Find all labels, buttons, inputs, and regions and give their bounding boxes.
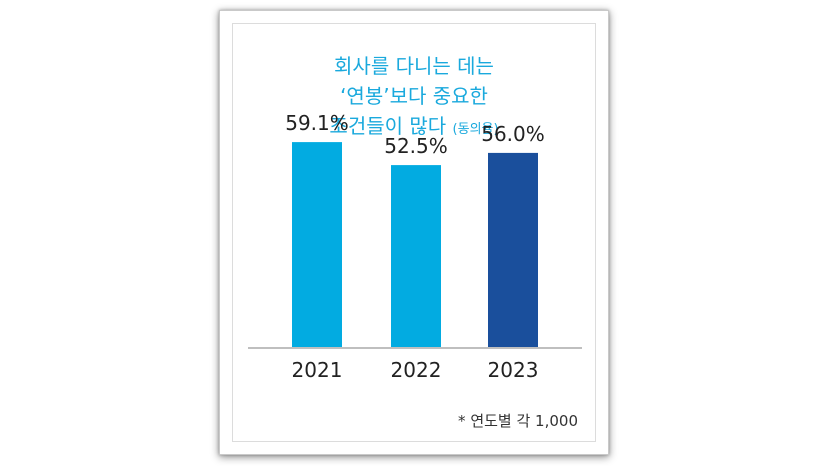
value-label-2023: 56.0% — [481, 122, 545, 146]
bars-group — [292, 142, 538, 348]
labels-group: 59.1% 2021 52.5% 2022 56.0% 2023 — [285, 111, 545, 382]
title-note: (동의율) — [452, 122, 499, 137]
bar-2023 — [488, 152, 538, 348]
category-label-2021: 2021 — [292, 358, 343, 382]
title-line-3: 조건들이 많다 (동의율) — [220, 111, 608, 145]
title-line-1: 회사를 다니는 데는 — [334, 54, 494, 78]
category-label-2022: 2022 — [391, 358, 442, 382]
title-line-2: ‘연봉’보다 중요한 — [340, 84, 488, 108]
category-label-2023: 2023 — [488, 358, 539, 382]
value-label-2022: 52.5% — [384, 134, 448, 158]
bar-2022 — [391, 165, 441, 348]
bar-2021 — [292, 142, 342, 348]
chart-title: 회사를 다니는 데는 ‘연봉’보다 중요한 조건들이 많다 (동의율) — [220, 51, 608, 145]
chart-frame — [232, 23, 596, 442]
value-label-2021: 59.1% — [285, 111, 349, 135]
chart-card: 회사를 다니는 데는 ‘연봉’보다 중요한 조건들이 많다 (동의율) 59.1… — [219, 10, 609, 455]
bar-chart: 59.1% 2021 52.5% 2022 56.0% 2023 — [248, 111, 582, 382]
sample-footnote: * 연도별 각 1,000 — [458, 412, 578, 430]
title-line-3-text: 조건들이 많다 — [329, 114, 447, 138]
